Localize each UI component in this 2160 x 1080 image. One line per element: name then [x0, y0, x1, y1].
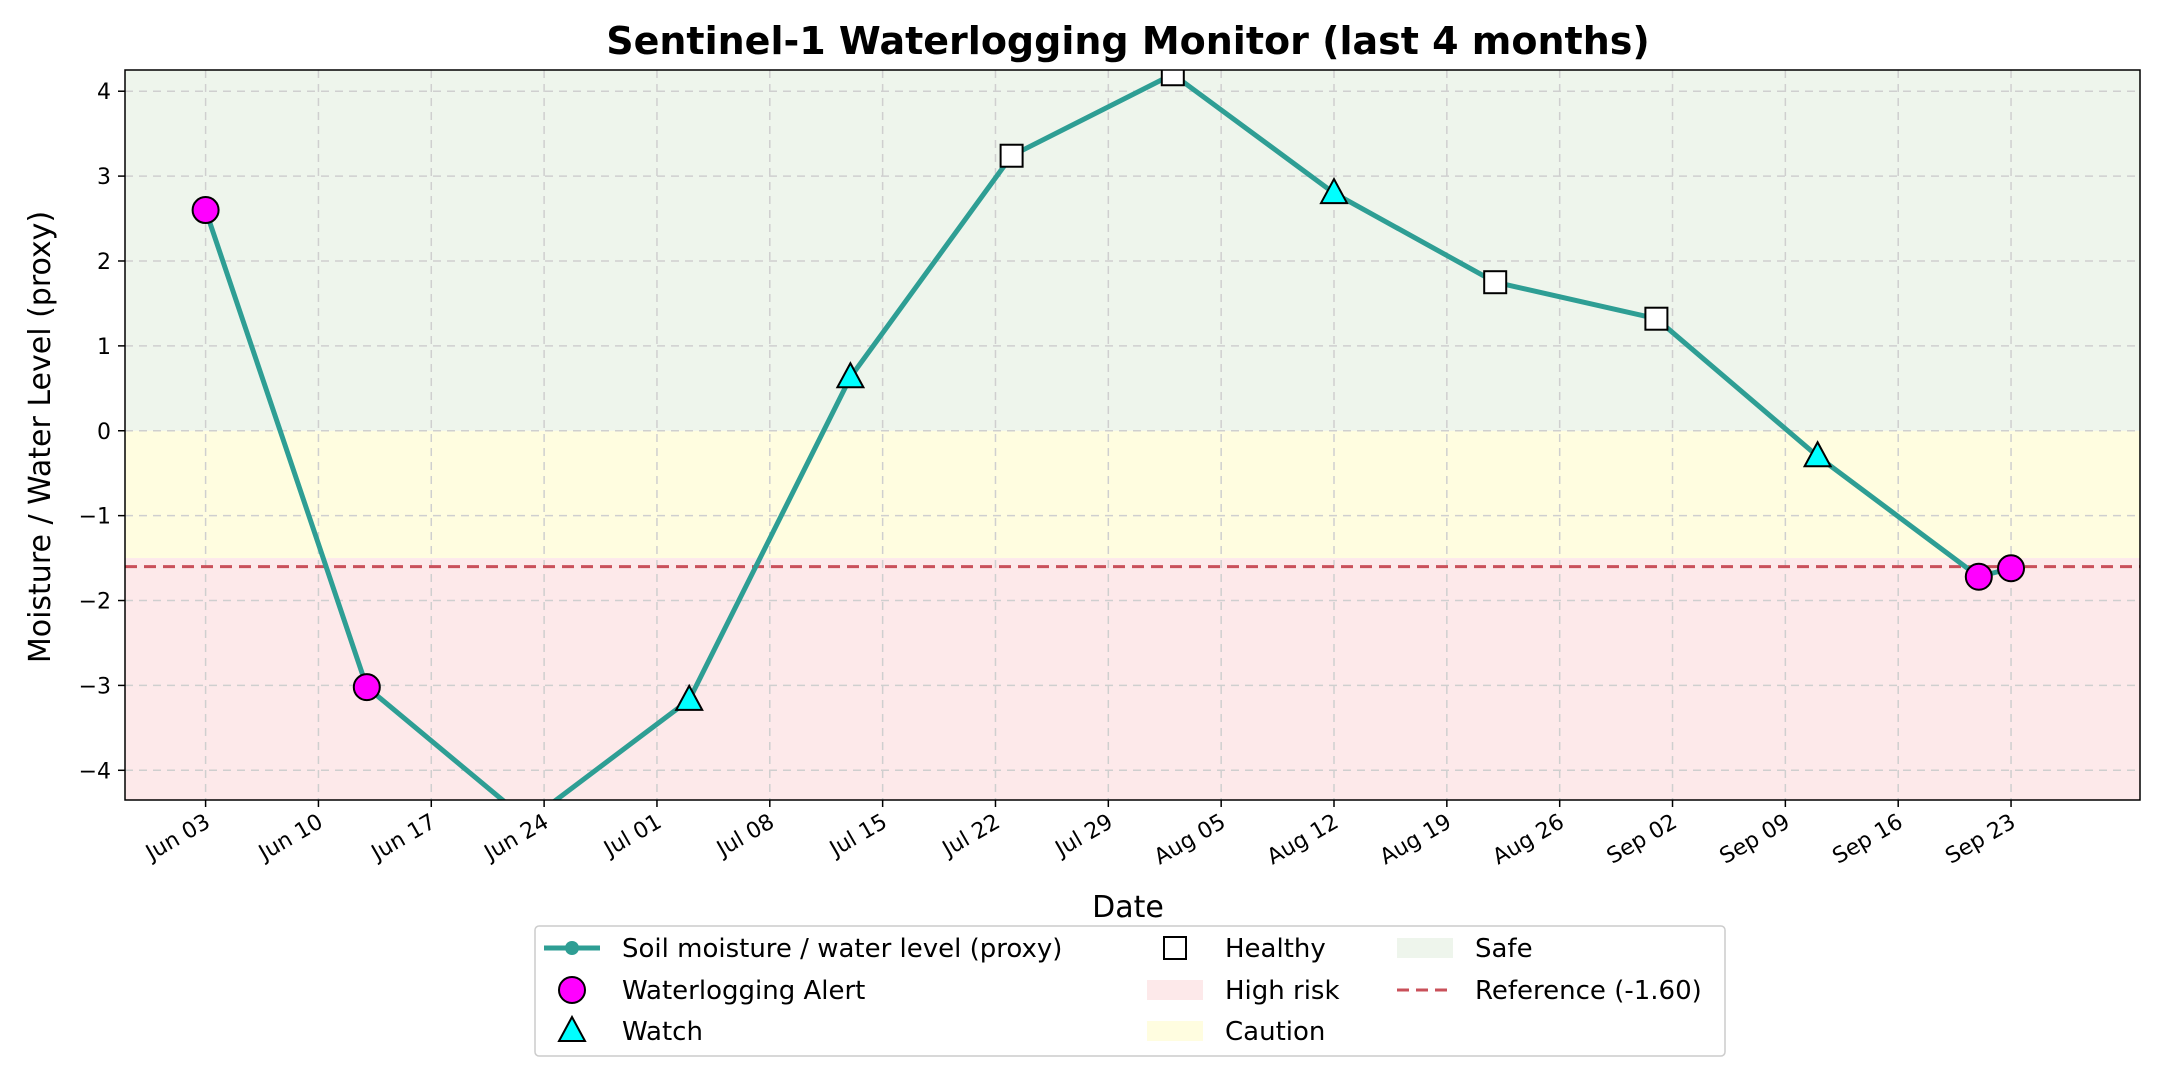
y-axis-label: Moisture / Water Level (proxy): [23, 211, 58, 663]
x-tick-label: Jun 17: [366, 810, 440, 867]
x-tick-label: Sep 16: [1828, 810, 1907, 870]
axes: [124, 69, 2141, 801]
legend-label: High risk: [1225, 976, 1340, 1006]
y-tick-label: 3: [97, 165, 111, 190]
x-tick-label: Aug 19: [1376, 810, 1456, 871]
y-axis-ticks: 4 3 2 1 0 −1 −2 −3 −4: [79, 80, 125, 784]
legend-label: Reference (-1.60): [1475, 976, 1702, 1006]
data-series: [191, 70, 2026, 800]
data-point: [352, 673, 381, 702]
x-tick-label: Jul 15: [824, 810, 892, 863]
x-axis-ticks: Jun 03 Jun 10 Jun 17 Jun 24 Jul 01 Jul 08 Jul …: [140, 800, 2020, 870]
legend-label: Safe: [1475, 934, 1533, 964]
plot-frame: [124, 69, 2141, 801]
x-tick-label: Jul 22: [937, 810, 1005, 863]
x-axis-label: Date: [1092, 890, 1164, 925]
legend-patch-swatch: [1147, 1021, 1203, 1041]
data-point: [835, 361, 866, 389]
data-point: [1160, 70, 1185, 87]
legend-label: Caution: [1225, 1017, 1325, 1047]
data-point: [1319, 176, 1349, 205]
grid-lines: [125, 70, 2140, 800]
y-tick-label: −3: [79, 674, 111, 699]
legend: Soil moisture / water level (proxy) Water…: [534, 925, 1726, 1057]
y-tick-label: 1: [97, 335, 111, 360]
legend-marker-square: [1163, 936, 1187, 960]
legend-label: Healthy: [1225, 934, 1326, 964]
data-point: [1997, 554, 2026, 583]
data-point: [1644, 306, 1669, 331]
zone-safe: [125, 70, 2140, 431]
legend-label: Waterlogging Alert: [622, 976, 865, 1006]
legend-marker-circle: [558, 976, 586, 1004]
x-tick-label: Jul 01: [598, 810, 666, 863]
x-tick-label: Aug 12: [1263, 810, 1343, 871]
y-tick-label: 4: [97, 80, 111, 105]
x-tick-label: Sep 09: [1716, 810, 1795, 870]
legend-marker-triangle: [557, 1014, 587, 1042]
zone-high-risk: [125, 558, 2140, 800]
chart-title: Sentinel-1 Waterlogging Monitor (last 4 …: [606, 19, 1650, 63]
data-point: [191, 196, 220, 225]
x-tick-label: Jul 08: [711, 810, 779, 863]
x-tick-label: Jun 24: [479, 810, 553, 867]
data-point: [999, 143, 1024, 168]
legend-line-marker: [565, 941, 579, 955]
x-tick-label: Aug 05: [1150, 810, 1230, 871]
y-tick-label: −2: [79, 590, 111, 615]
y-tick-label: 0: [97, 420, 111, 445]
y-tick-label: −4: [79, 759, 111, 784]
x-tick-label: Jun 03: [140, 810, 214, 867]
zone-caution: [125, 430, 2140, 559]
y-tick-label: −1: [79, 505, 111, 530]
legend-patch-swatch: [1147, 980, 1203, 1000]
legend-box: [534, 925, 1726, 1057]
data-point: [1483, 270, 1508, 295]
x-tick-label: Sep 23: [1941, 810, 2020, 870]
data-point: [1802, 440, 1833, 468]
legend-patch-swatch: [1397, 938, 1453, 958]
risk-zones: [125, 70, 2140, 800]
data-point: [1964, 562, 1993, 591]
legend-label: Soil moisture / water level (proxy): [622, 934, 1062, 964]
x-tick-label: Jun 10: [253, 810, 327, 867]
x-tick-label: Jul 29: [1050, 810, 1118, 863]
x-tick-label: Sep 02: [1603, 810, 1682, 870]
legend-label: Watch: [622, 1017, 703, 1047]
x-tick-label: Aug 26: [1489, 810, 1569, 871]
data-point: [674, 683, 704, 711]
y-tick-label: 2: [97, 250, 111, 275]
